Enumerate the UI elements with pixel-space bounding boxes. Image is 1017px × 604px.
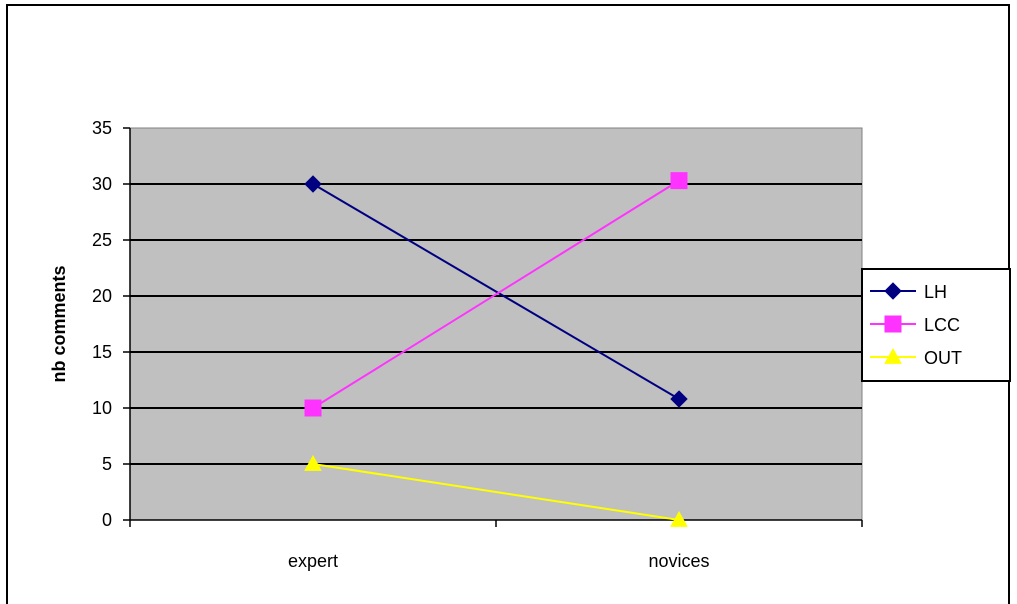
data-point (884, 282, 902, 300)
data-point (304, 175, 322, 193)
data-point (670, 390, 688, 408)
data-point (884, 347, 902, 364)
axes: 0 5 10 15 20 25 30 35 expert novices (92, 118, 863, 571)
gridlines (130, 183, 862, 465)
data-point (670, 172, 688, 190)
data-point (304, 399, 322, 417)
series-line (312, 463, 680, 521)
y-tick-label: 15 (92, 342, 112, 362)
series-lcc (304, 172, 688, 417)
x-tick-label: expert (288, 551, 338, 571)
series-layer (304, 172, 688, 527)
legend-label: LH (924, 282, 947, 302)
data-point (884, 315, 902, 333)
y-tick-label: 5 (102, 454, 112, 474)
legend: LH LCC OUT (861, 268, 1011, 382)
y-tick-label: 35 (92, 118, 112, 138)
legend-item-out: OUT (870, 347, 962, 368)
series-line (312, 179, 680, 409)
x-tick-label: novices (648, 551, 709, 571)
series-lh (304, 175, 688, 408)
series-out (304, 454, 688, 527)
data-point (304, 454, 322, 471)
legend-item-lh: LH (870, 282, 947, 302)
data-point (670, 510, 688, 527)
series-line (312, 183, 680, 400)
y-axis-label: nb comments (49, 265, 69, 382)
y-tick-label: 10 (92, 398, 112, 418)
y-tick-label: 30 (92, 174, 112, 194)
y-tick-label: 20 (92, 286, 112, 306)
legend-item-lcc: LCC (870, 315, 960, 335)
y-tick-label: 25 (92, 230, 112, 250)
legend-label: LCC (924, 315, 960, 335)
y-tick-label: 0 (102, 510, 112, 530)
legend-label: OUT (924, 348, 962, 368)
plot-area (129, 127, 863, 521)
